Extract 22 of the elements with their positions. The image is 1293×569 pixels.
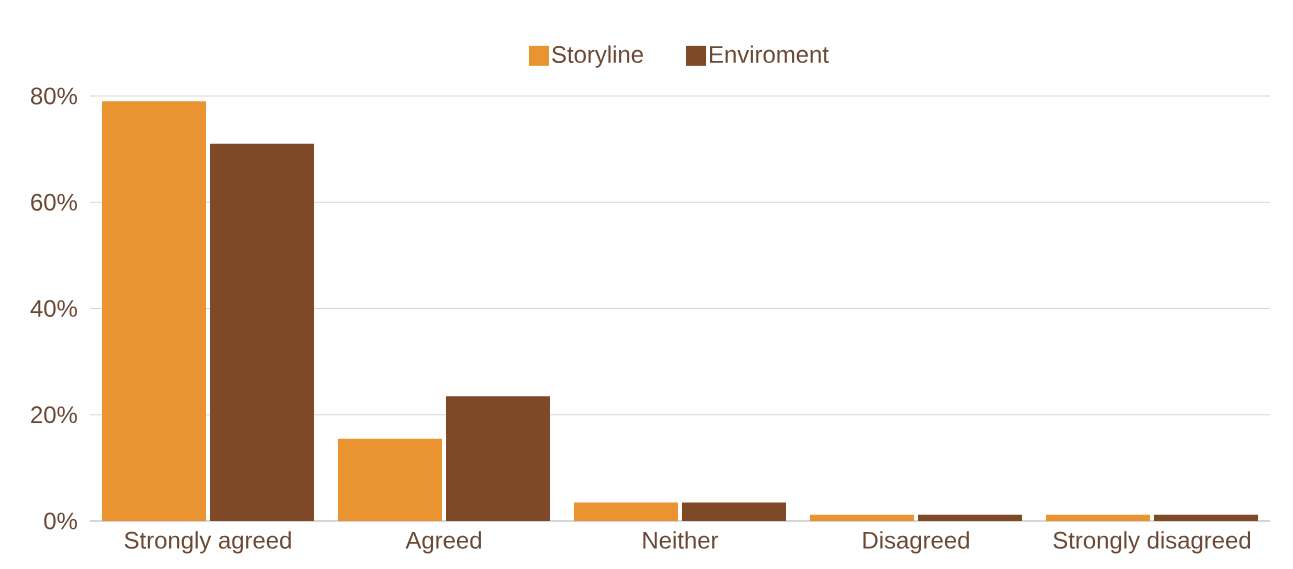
bar xyxy=(210,143,314,521)
bar xyxy=(573,502,678,521)
bar xyxy=(681,502,786,521)
y-tick-label: 40% xyxy=(30,300,77,317)
bar xyxy=(102,101,206,521)
legend-label: Storyline xyxy=(552,45,643,68)
bar xyxy=(445,396,550,521)
bar xyxy=(337,438,442,521)
y-tick-label: 80% xyxy=(31,87,77,105)
y-tick-label: 60% xyxy=(31,193,77,211)
bar xyxy=(1153,514,1258,521)
x-tick-label: Strongly disagreed xyxy=(1053,531,1251,554)
y-tick-label: 20% xyxy=(31,406,77,424)
x-tick-label: Neither xyxy=(643,531,719,549)
y-tick-label: 0% xyxy=(44,512,77,530)
bar xyxy=(917,514,1022,521)
x-tick-label: Strongly agreed xyxy=(124,531,291,554)
x-tick-label: Agreed xyxy=(405,531,481,554)
bar xyxy=(809,514,914,521)
x-tick-label: Disagreed xyxy=(863,531,969,554)
legend-label: Enviroment xyxy=(710,45,829,63)
bar xyxy=(1045,514,1150,521)
